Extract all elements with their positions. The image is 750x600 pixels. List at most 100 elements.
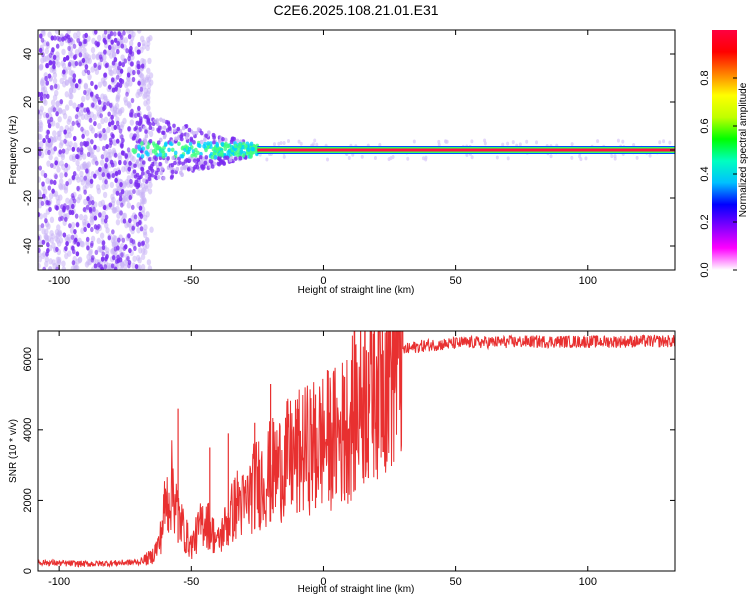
transition-blob bbox=[179, 134, 183, 139]
noise-dot bbox=[110, 263, 115, 269]
colorbar-tick-label: 0.4 bbox=[699, 166, 711, 181]
transition-blob bbox=[148, 125, 153, 131]
noise-blob bbox=[71, 155, 77, 163]
noise-dot bbox=[101, 172, 106, 178]
faint-dot bbox=[360, 154, 364, 159]
noise-blob bbox=[145, 242, 150, 250]
noise-dot bbox=[79, 141, 84, 147]
noise-dot bbox=[43, 172, 48, 179]
faint-dot bbox=[465, 153, 469, 158]
noise-blob bbox=[123, 37, 129, 44]
faint-dot bbox=[282, 140, 286, 145]
noise-dot bbox=[111, 60, 116, 66]
noise-dot bbox=[104, 162, 108, 168]
noise-blob bbox=[141, 39, 146, 47]
noise-dot bbox=[137, 241, 142, 247]
noise-dot bbox=[67, 45, 71, 51]
noise-dot bbox=[76, 147, 81, 153]
noise-dot bbox=[41, 52, 45, 58]
noise-blob bbox=[39, 105, 44, 113]
transition-blob bbox=[234, 156, 238, 161]
noise-blob bbox=[126, 75, 131, 83]
noise-dot bbox=[116, 258, 121, 264]
noise-blob bbox=[38, 176, 41, 183]
noise-dot bbox=[63, 35, 67, 41]
noise-dot bbox=[129, 112, 133, 118]
transition-blob bbox=[199, 130, 204, 136]
noise-blob bbox=[113, 111, 118, 118]
noise-blob bbox=[85, 130, 90, 137]
noise-dot bbox=[128, 48, 132, 54]
noise-dot bbox=[68, 223, 72, 229]
noise-dot bbox=[42, 137, 46, 144]
noise-blob bbox=[143, 182, 149, 190]
noise-blob bbox=[78, 46, 83, 53]
transition-blob bbox=[136, 112, 141, 118]
noise-blob bbox=[70, 221, 76, 229]
noise-dot bbox=[98, 166, 102, 173]
noise-dot bbox=[95, 93, 99, 99]
faint-dot bbox=[506, 141, 510, 146]
x-tick-label: -50 bbox=[183, 275, 199, 287]
transition-blob bbox=[187, 127, 192, 133]
noise-dot bbox=[38, 165, 42, 171]
x-tick-label: -100 bbox=[48, 576, 70, 588]
y-tick-label: 20 bbox=[22, 96, 34, 108]
noise-dot bbox=[103, 218, 108, 224]
noise-blob bbox=[57, 134, 62, 141]
noise-blob bbox=[98, 173, 103, 181]
faint-dot bbox=[613, 154, 617, 159]
noise-dot bbox=[90, 226, 94, 233]
faint-dot bbox=[437, 139, 441, 144]
noise-blob bbox=[110, 248, 115, 255]
noise-blob bbox=[140, 253, 146, 261]
noise-dot bbox=[127, 126, 131, 132]
noise-dot bbox=[53, 146, 57, 152]
spectrogram-ticks: -100 -50 0 50 100 -40 -20 0 20 40 bbox=[22, 30, 675, 287]
noise-dot bbox=[82, 38, 87, 45]
noise-dot bbox=[120, 78, 125, 85]
noise-dot bbox=[49, 162, 54, 169]
transition-blob bbox=[189, 136, 194, 142]
transition-blob bbox=[198, 155, 203, 160]
noise-dot bbox=[93, 62, 97, 68]
noise-dot bbox=[107, 173, 111, 179]
noise-dot bbox=[94, 84, 98, 90]
transition-blob bbox=[133, 126, 138, 132]
transition-blob bbox=[233, 143, 238, 149]
faint-dot bbox=[326, 157, 330, 162]
noise-dot bbox=[133, 214, 138, 220]
transition-blob bbox=[153, 174, 158, 180]
noise-dot bbox=[38, 33, 43, 39]
noise-blob bbox=[61, 48, 66, 56]
noise-dot bbox=[121, 237, 126, 243]
noise-dot bbox=[97, 99, 102, 105]
noise-dot bbox=[123, 58, 128, 64]
noise-dot bbox=[55, 246, 59, 252]
transition-blob bbox=[236, 149, 240, 154]
transition-blob bbox=[167, 147, 171, 153]
noise-blob bbox=[59, 160, 64, 167]
transition-blob bbox=[158, 161, 162, 167]
noise-dot bbox=[120, 43, 125, 49]
noise-dot bbox=[74, 83, 79, 89]
noise-blob bbox=[109, 69, 114, 77]
y-tick-label: 6000 bbox=[22, 347, 34, 371]
noise-dot bbox=[120, 202, 124, 208]
noise-dot bbox=[119, 34, 124, 40]
noise-blob bbox=[90, 235, 96, 243]
noise-dot bbox=[71, 146, 76, 152]
noise-dot bbox=[99, 113, 103, 119]
noise-blob bbox=[65, 197, 70, 204]
faint-dot bbox=[596, 139, 600, 144]
noise-blob bbox=[126, 101, 132, 108]
noise-blob bbox=[147, 82, 152, 90]
faint-dot bbox=[373, 156, 377, 161]
transition-blob bbox=[203, 160, 208, 166]
noise-blob bbox=[64, 79, 70, 86]
transition-blob bbox=[204, 133, 208, 138]
faint-dot bbox=[506, 156, 510, 161]
noise-blob bbox=[149, 226, 154, 233]
transition-blob bbox=[159, 170, 163, 176]
transition-blob bbox=[196, 157, 200, 163]
